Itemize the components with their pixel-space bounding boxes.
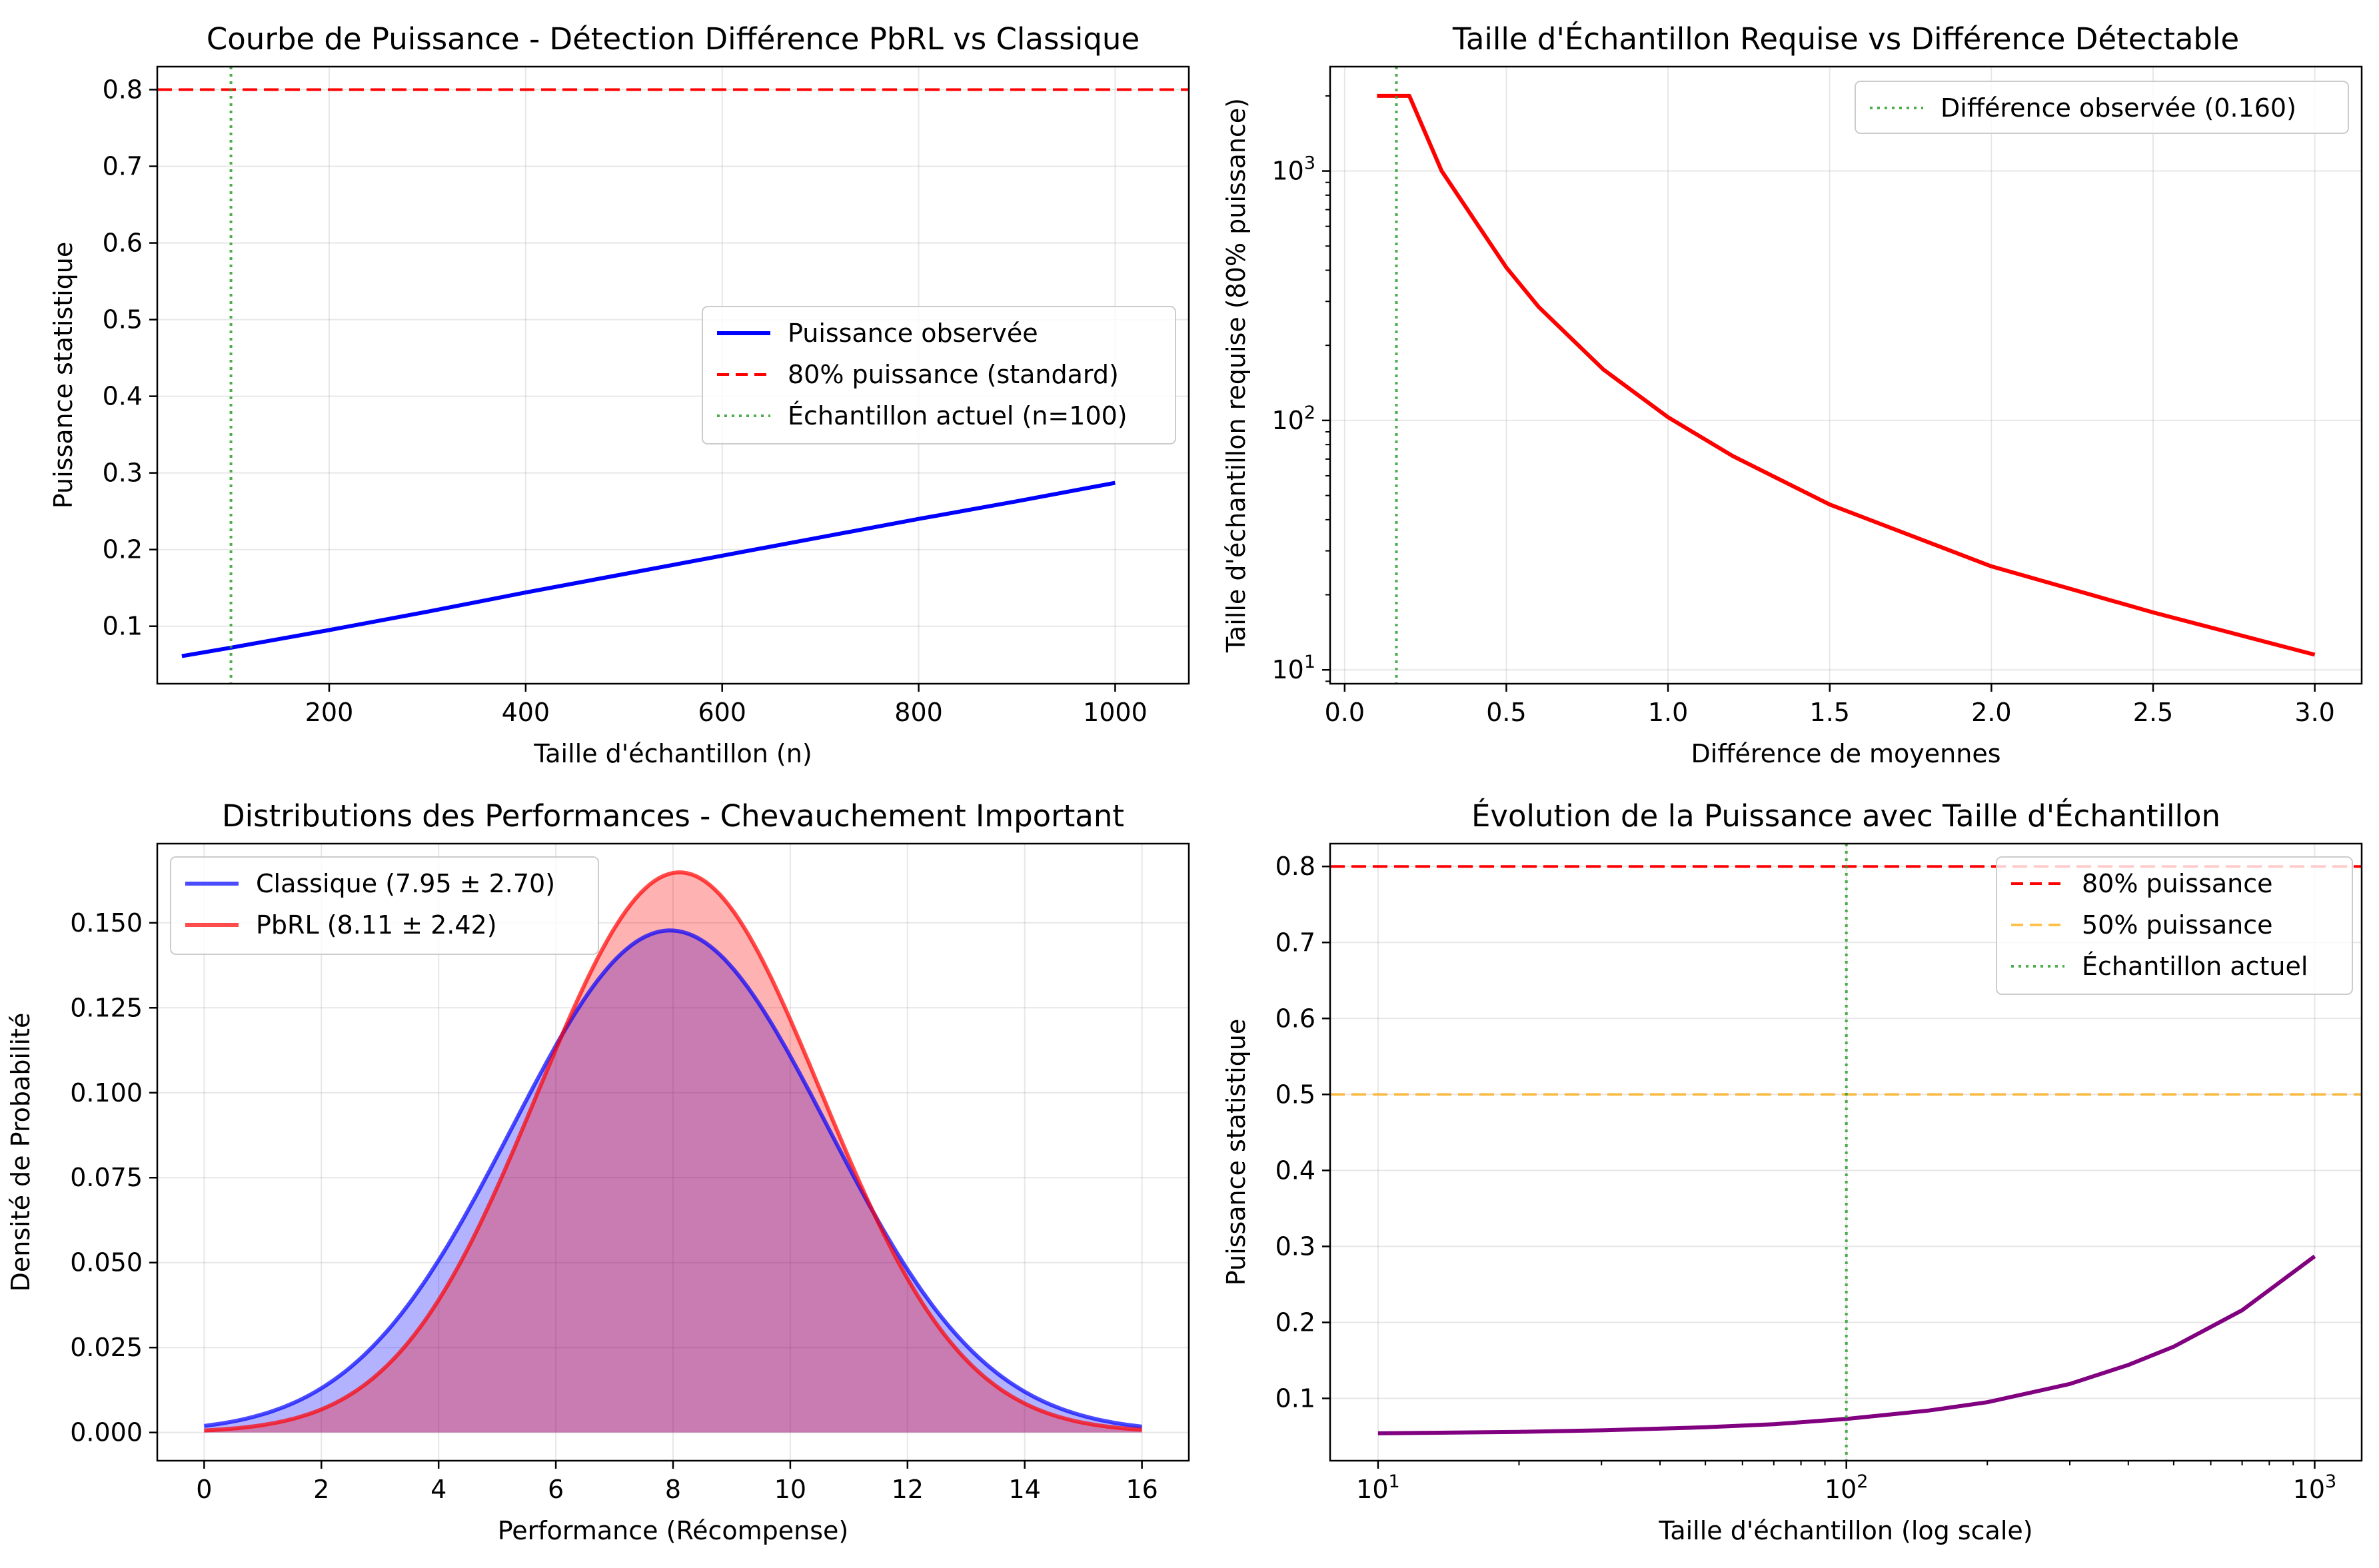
plot-area	[157, 67, 1189, 684]
legend-frame	[1855, 81, 2349, 134]
legend-frame	[702, 306, 1176, 444]
y-tick-label: 0.4	[1275, 1156, 1315, 1185]
y-tick-label: 0.8	[1275, 852, 1315, 881]
y-tick-label: 102	[1271, 402, 1315, 435]
y-tick-label: 0.5	[1275, 1080, 1315, 1109]
y-tick-label: 0.7	[103, 152, 143, 181]
y-tick-label: 0.6	[103, 229, 143, 258]
x-tick-label: 200	[305, 698, 354, 727]
x-tick-label: 10	[774, 1475, 806, 1504]
x-tick-label: 101	[1356, 1471, 1400, 1504]
x-tick-label: 1.5	[1810, 698, 1850, 727]
x-tick-label: 6	[548, 1475, 564, 1504]
x-tick-label: 14	[1009, 1475, 1041, 1504]
y-tick-label: 0.6	[1275, 1004, 1315, 1033]
x-tick-label: 800	[894, 698, 943, 727]
legend-label-0: Classique (7.95 ± 2.70)	[256, 869, 555, 898]
x-axis-label: Taille d'échantillon (log scale)	[1658, 1516, 2032, 1545]
y-tick-label: 0.4	[103, 382, 143, 411]
x-tick-label: 1.0	[1648, 698, 1688, 727]
legend: Différence observée (0.160)	[1855, 81, 2349, 134]
y-tick-label: 0.1	[1275, 1383, 1315, 1413]
y-tick-label: 0.2	[1275, 1307, 1315, 1337]
y-tick-label: 0.125	[70, 993, 143, 1022]
y-tick-label: 0.075	[70, 1163, 143, 1192]
x-tick-label: 2	[313, 1475, 329, 1504]
chart-title: Courbe de Puissance - Détection Différen…	[207, 21, 1140, 57]
y-tick-label: 0.3	[1275, 1231, 1315, 1261]
y-tick-label: 0.100	[70, 1078, 143, 1108]
y-axis-label: Puissance statistique	[49, 242, 78, 508]
x-axis-label: Taille d'échantillon (n)	[533, 739, 812, 768]
y-tick-label: 0.8	[103, 75, 143, 105]
x-tick-label: 1000	[1083, 698, 1148, 727]
y-axis-label: Taille d'échantillon requise (80% puissa…	[1221, 98, 1251, 653]
series-line-0	[1377, 93, 2316, 657]
x-tick-label: 0.5	[1486, 698, 1526, 727]
chart-title: Distributions des Performances - Chevauc…	[222, 798, 1124, 834]
series-line-0	[204, 928, 1142, 1429]
x-tick-label: 8	[665, 1475, 681, 1504]
x-axis-label: Performance (Récompense)	[498, 1516, 849, 1545]
panel-performance-distributions: 0 2 4 6 8 10 12 14 16 0.000 0.025 0.050 0.075 0.100 0.…	[6, 798, 1190, 1545]
series-fill-0	[204, 930, 1142, 1433]
legend-label-1: 80% puissance (standard)	[788, 360, 1119, 389]
legend-frame	[1996, 856, 2353, 995]
y-tick-label: 101	[1271, 652, 1315, 684]
y-tick-label: 0.7	[1275, 928, 1315, 957]
legend: Classique (7.95 ± 2.70) PbRL (8.11 ± 2.42…	[170, 856, 599, 955]
legend-label-2: Échantillon actuel (n=100)	[788, 401, 1128, 430]
x-tick-label: 3.0	[2294, 698, 2334, 727]
y-tick-label: 0.000	[70, 1418, 143, 1447]
axes-frame	[1329, 65, 2363, 685]
panel-power-curve: 200 400 600 800 1000 0.1 0.2 0.3 0.4 0.5 0.6 0.7 0.8…	[49, 21, 1190, 768]
legend: Puissance observée 80% puissance (standar…	[702, 306, 1176, 444]
legend-label-0: Puissance observée	[788, 319, 1038, 348]
x-axis-label: Différence de moyennes	[1691, 739, 2000, 768]
legend-label-1: 50% puissance	[2082, 910, 2273, 940]
y-tick-label: 0.150	[70, 908, 143, 938]
y-tick-label: 0.3	[103, 458, 143, 488]
x-tick-label: 2.0	[1971, 698, 2011, 727]
y-tick-label: 103	[1271, 153, 1315, 186]
legend-frame	[170, 856, 599, 955]
y-tick-label: 0.1	[103, 612, 143, 641]
panel-required-sample-size: 0.0 0.5 1.0 1.5 2.0 2.5 3.0 101 102 103 Taille d'É…	[1221, 21, 2363, 768]
x-tick-label: 0	[196, 1475, 212, 1504]
legend-label-2: Échantillon actuel	[2082, 952, 2308, 981]
chart-title: Évolution de la Puissance avec Taille d'…	[1471, 798, 2220, 834]
y-tick-label: 0.050	[70, 1248, 143, 1277]
series-fill-1	[204, 872, 1142, 1433]
plot-area	[1377, 67, 2316, 684]
y-tick-label: 0.5	[103, 305, 143, 335]
series-line-1	[204, 870, 1142, 1433]
x-tick-label: 2.5	[2133, 698, 2173, 727]
y-tick-label: 0.2	[103, 535, 143, 564]
x-tick-label: 16	[1126, 1475, 1158, 1504]
y-axis-label: Puissance statistique	[1221, 1019, 1251, 1285]
chart-title: Taille d'Échantillon Requise vs Différen…	[1452, 21, 2239, 57]
legend-label-1: PbRL (8.11 ± 2.42)	[256, 910, 497, 940]
y-axis-label: Densité de Probabilité	[6, 1013, 35, 1292]
panel-power-evolution: 101 102 103 0.1 0.2 0.3 0.4 0.5 0.6 0.7 0.8 Évoluti…	[1221, 798, 2363, 1545]
x-tick-label: 600	[698, 698, 746, 727]
x-tick-label: 400	[502, 698, 550, 727]
legend-label-0: 80% puissance	[2082, 869, 2273, 898]
series-line-0	[1377, 1254, 2316, 1435]
axes-frame	[156, 65, 1190, 685]
legend: 80% puissance 50% puissance Échantillon ac…	[1996, 856, 2353, 995]
x-tick-label: 102	[1825, 1471, 1869, 1504]
y-tick-label: 0.025	[70, 1333, 143, 1362]
x-tick-label: 4	[430, 1475, 446, 1504]
legend-label-0: Différence observée (0.160)	[1941, 93, 2296, 123]
x-tick-label: 103	[2293, 1471, 2337, 1504]
x-tick-label: 12	[892, 1475, 924, 1504]
plot-area	[204, 870, 1142, 1433]
x-tick-label: 0.0	[1325, 698, 1365, 727]
series-line-0	[181, 480, 1116, 658]
